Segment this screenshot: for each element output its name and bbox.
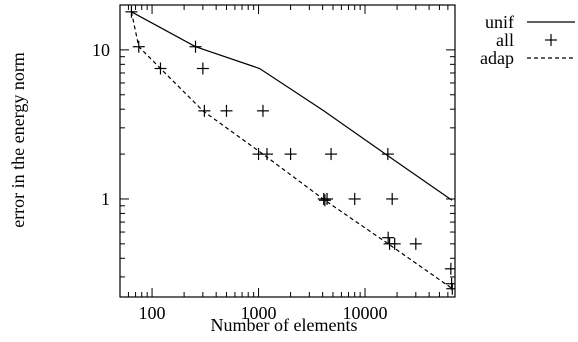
legend-label-unif: unif (485, 12, 514, 32)
data-point-all (409, 237, 422, 250)
data-point-all (446, 282, 455, 295)
data-point-all (445, 277, 455, 290)
y-tick-label: 1 (101, 189, 110, 209)
data-point-all (189, 40, 202, 53)
data-point-all (348, 192, 361, 205)
legend-label-adap: adap (480, 48, 514, 68)
data-point-all (260, 148, 273, 161)
x-tick-label: 100 (139, 303, 166, 323)
data-point-all (220, 104, 233, 117)
series-line-unif (131, 11, 453, 201)
data-point-all (381, 148, 394, 161)
legend-marker-all (545, 34, 557, 46)
data-point-all (386, 192, 399, 205)
plot-area (125, 5, 455, 295)
series-line-adap (130, 11, 453, 290)
data-point-all (284, 148, 297, 161)
legend-label-all: all (496, 30, 514, 50)
x-axis-label: Number of elements (211, 315, 358, 335)
data-point-all (256, 104, 269, 117)
data-point-all (325, 148, 338, 161)
axes: 100 1000 10000 1 10 (92, 4, 456, 323)
data-point-all (382, 231, 395, 244)
data-point-all (318, 194, 331, 207)
x-tick-label: 1000 (241, 303, 277, 323)
data-point-all (198, 104, 211, 117)
y-axis-label: error in the energy norm (8, 52, 28, 228)
data-marks (125, 5, 455, 295)
x-tick-label: 10000 (343, 303, 388, 323)
data-point-all (388, 237, 401, 250)
y-tick-label: 10 (92, 40, 110, 60)
plot-frame (119, 4, 456, 298)
data-point-all (196, 62, 209, 75)
